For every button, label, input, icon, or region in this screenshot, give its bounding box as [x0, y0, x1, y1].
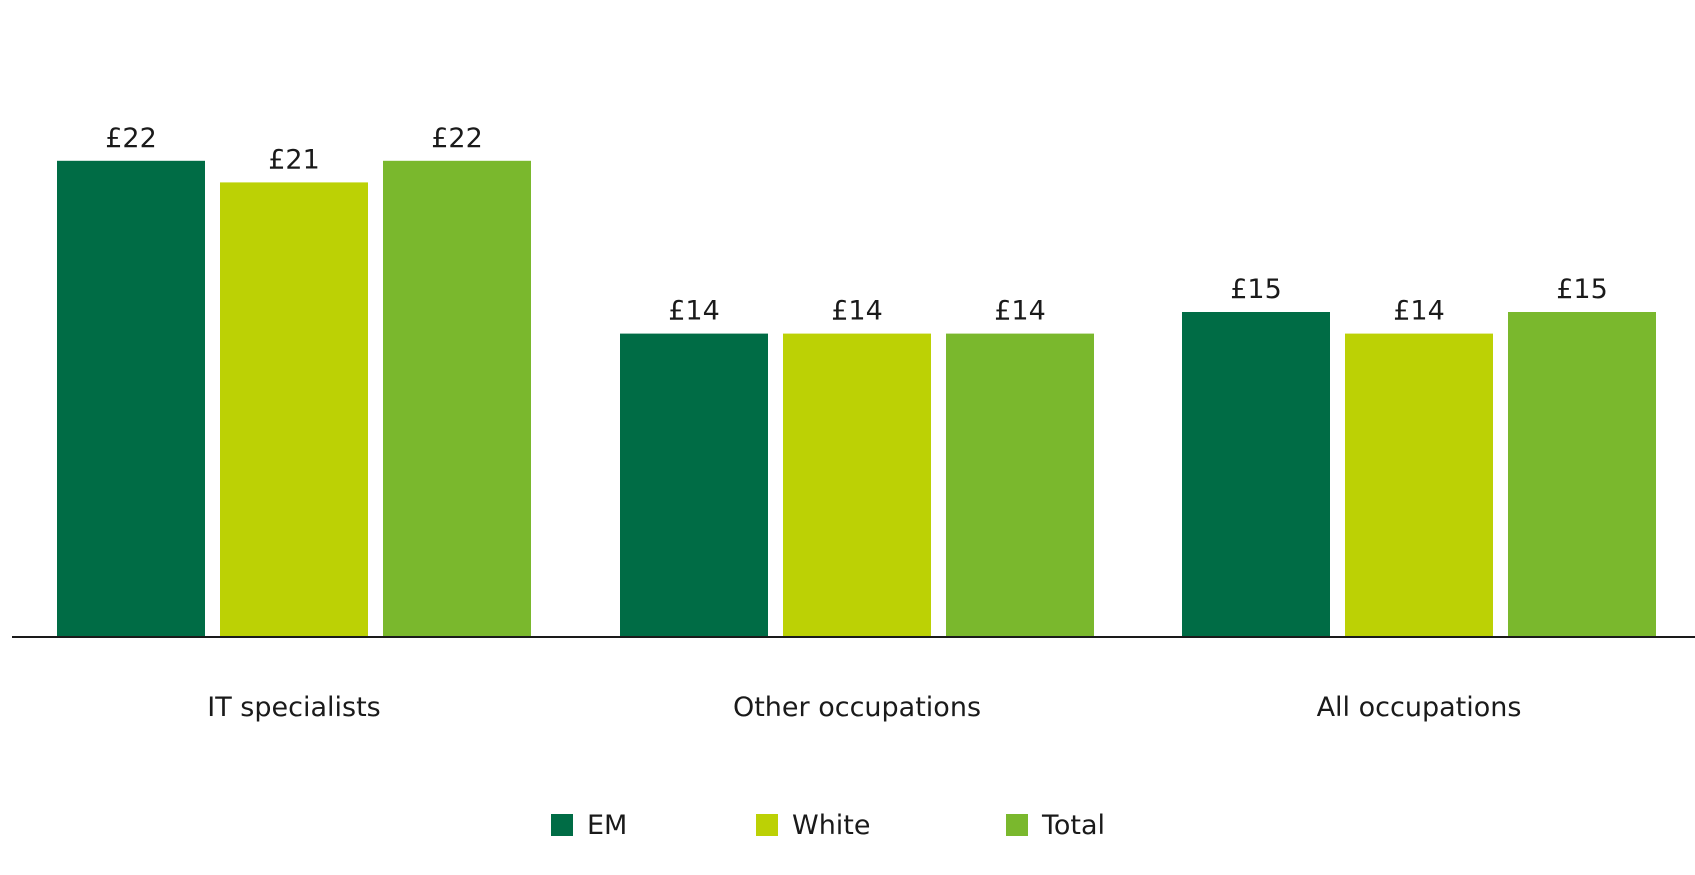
- bar-other-occupations-em: [620, 333, 768, 636]
- bar-all-occupations-total: [1508, 312, 1656, 636]
- value-label-it-specialists-em: £22: [105, 123, 157, 154]
- category-label-it-specialists: IT specialists: [207, 692, 380, 723]
- legend-item-total: Total: [1006, 805, 1105, 845]
- bar-all-occupations-white: [1345, 333, 1493, 636]
- legend-label-white: White: [792, 809, 871, 841]
- bar-it-specialists-white: [220, 182, 368, 636]
- value-label-all-occupations-em: £15: [1230, 274, 1282, 305]
- bar-other-occupations-total: [946, 333, 1094, 636]
- value-label-all-occupations-total: £15: [1556, 274, 1608, 305]
- value-label-other-occupations-em: £14: [668, 296, 720, 327]
- legend-label-em: EM: [587, 809, 628, 841]
- value-label-it-specialists-white: £21: [268, 144, 320, 175]
- category-labels-layer: IT specialists Other occupations All occup…: [207, 692, 1521, 723]
- category-label-other-occupations: Other occupations: [733, 692, 981, 723]
- value-label-other-occupations-total: £14: [994, 296, 1046, 327]
- bar-it-specialists-em: [57, 160, 205, 637]
- bar-other-occupations-white: [783, 333, 931, 636]
- legend-swatch-white: [756, 814, 778, 836]
- bars-layer: [57, 160, 1656, 637]
- value-label-it-specialists-total: £22: [431, 123, 483, 154]
- legend-label-total: Total: [1042, 809, 1106, 841]
- bar-it-specialists-total: [383, 160, 531, 637]
- value-label-all-occupations-white: £14: [1393, 296, 1445, 327]
- legend-item-white: White: [756, 805, 871, 845]
- value-label-other-occupations-white: £14: [831, 296, 883, 327]
- legend-swatch-em: [551, 814, 573, 836]
- bar-chart: £22 £21 £22 £14 £14 £14 £15 £14 £15 IT specialis…: [12, 123, 1695, 723]
- legend: EM White Total: [0, 805, 1695, 845]
- legend-swatch-total: [1006, 814, 1028, 836]
- category-label-all-occupations: All occupations: [1317, 692, 1522, 723]
- value-labels-layer: £22 £21 £22 £14 £14 £14 £15 £14 £15: [105, 123, 1608, 327]
- bar-all-occupations-em: [1182, 312, 1330, 636]
- legend-item-em: EM: [551, 805, 627, 845]
